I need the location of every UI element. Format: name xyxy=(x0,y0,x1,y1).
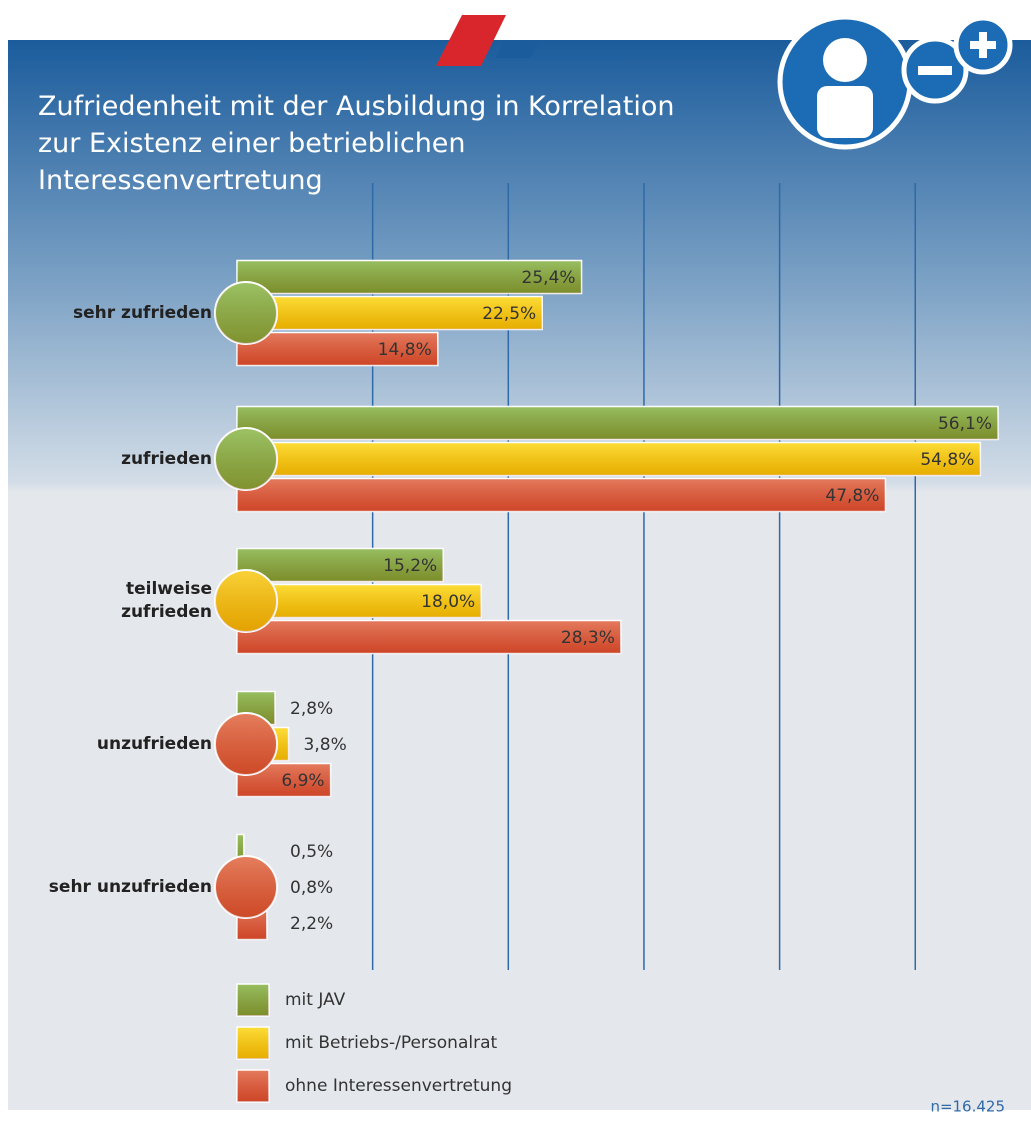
category-label: unzufrieden xyxy=(96,733,212,754)
bar-shade xyxy=(237,442,981,476)
value-label: 47,8% xyxy=(825,486,879,506)
bar-shade xyxy=(237,478,886,512)
legend-label: mit Betriebs-/Personalrat xyxy=(285,1033,497,1053)
bar-shade xyxy=(237,834,244,868)
marker-shade xyxy=(215,570,277,632)
legend-label: ohne Interessenvertretung xyxy=(285,1076,512,1096)
marker-shade xyxy=(215,856,277,918)
category-label: teilweise zufrieden xyxy=(121,579,212,622)
value-label: 0,8% xyxy=(290,878,333,898)
icon xyxy=(777,14,1013,150)
value-label: 14,8% xyxy=(378,340,432,360)
marker-shade xyxy=(215,713,277,775)
bar-shade xyxy=(237,260,582,294)
panel xyxy=(8,492,1031,1110)
value-label: 15,2% xyxy=(383,556,437,576)
bar-shade xyxy=(237,620,621,654)
value-label: 22,5% xyxy=(482,304,536,324)
value-label: 54,8% xyxy=(920,450,974,470)
value-label: 6,9% xyxy=(281,771,324,791)
value-label: 0,5% xyxy=(290,842,333,862)
bar-shade xyxy=(237,406,999,440)
legend-label: mit JAV xyxy=(285,990,346,1010)
bar-shade xyxy=(237,548,444,582)
value-label: 2,8% xyxy=(290,699,333,719)
value-label: 18,0% xyxy=(421,592,475,612)
value-label: 2,2% xyxy=(290,914,333,934)
value-label: 28,3% xyxy=(561,628,615,648)
legend-shade xyxy=(237,1027,269,1059)
legend-shade xyxy=(237,1070,269,1102)
marker-shade xyxy=(215,428,277,490)
category-label: sehr zufrieden xyxy=(73,302,212,323)
legend-shade xyxy=(237,984,269,1016)
accent xyxy=(495,40,540,58)
value-label: 56,1% xyxy=(938,414,992,434)
chart-title: Zufriedenheit mit der Ausbildung in Korr… xyxy=(38,91,675,196)
bar-shade xyxy=(237,332,438,366)
bar-shade xyxy=(237,296,543,330)
value-label: 3,8% xyxy=(304,735,347,755)
category-label: sehr unzufrieden xyxy=(48,876,212,897)
category-label: zufrieden xyxy=(121,448,212,469)
marker-shade xyxy=(215,282,277,344)
value-label: 25,4% xyxy=(522,268,576,288)
accent-stripe xyxy=(436,15,506,66)
note: n=16.425 xyxy=(930,1098,1005,1116)
